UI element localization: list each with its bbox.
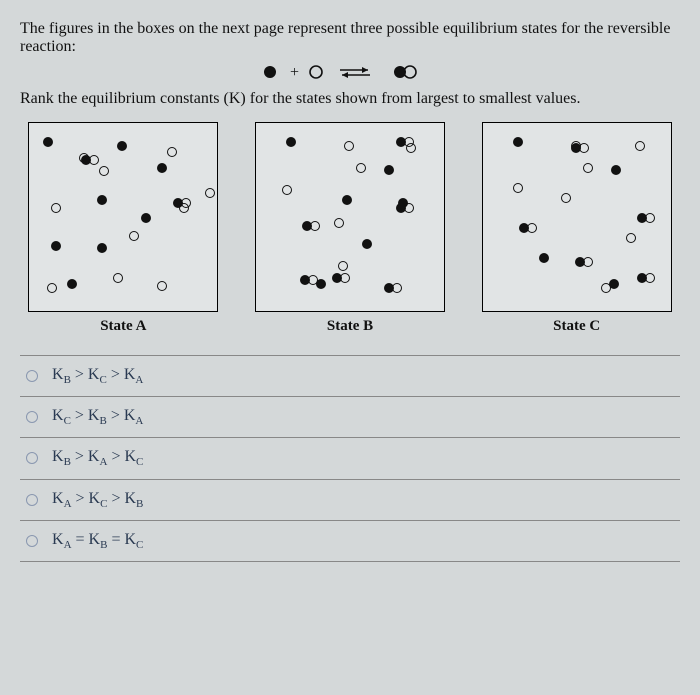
radio-icon bbox=[26, 452, 38, 464]
solid-particle bbox=[43, 137, 53, 147]
state-label-a: State A bbox=[100, 318, 146, 335]
radio-icon bbox=[26, 494, 38, 506]
option-label: KC > KB > KA bbox=[52, 407, 143, 427]
open-particle bbox=[344, 141, 354, 151]
open-particle bbox=[99, 166, 109, 176]
pair-particle bbox=[637, 273, 653, 283]
open-particle bbox=[282, 185, 292, 195]
open-particle bbox=[334, 218, 344, 228]
solid-particle bbox=[117, 141, 127, 151]
pair-particle bbox=[300, 275, 316, 285]
states-row: State A State B State C bbox=[20, 122, 680, 335]
solid-particle bbox=[67, 279, 77, 289]
open-particle bbox=[157, 281, 167, 291]
solid-particle bbox=[286, 137, 296, 147]
solid-particle bbox=[157, 163, 167, 173]
option-row[interactable]: KA = KB = KC bbox=[20, 521, 680, 562]
open-particle bbox=[167, 147, 177, 157]
radio-icon bbox=[26, 370, 38, 382]
state-label-c: State C bbox=[553, 318, 600, 335]
option-label: KA > KC > KB bbox=[52, 490, 143, 510]
open-particle bbox=[47, 283, 57, 293]
open-particle bbox=[601, 283, 611, 293]
pair-particle bbox=[173, 198, 189, 208]
intro-text: The figures in the boxes on the next pag… bbox=[20, 20, 680, 56]
state-box-c bbox=[482, 122, 672, 312]
pair-particle bbox=[396, 137, 412, 147]
option-label: KB > KC > KA bbox=[52, 366, 143, 386]
state-box-b bbox=[255, 122, 445, 312]
pair-particle bbox=[332, 273, 348, 283]
solid-particle bbox=[342, 195, 352, 205]
open-particle bbox=[583, 163, 593, 173]
option-label: KA = KB = KC bbox=[52, 531, 143, 551]
option-row[interactable]: KB > KA > KC bbox=[20, 438, 680, 479]
rank-instruction: Rank the equilibrium constants (K) for t… bbox=[20, 90, 680, 108]
open-particle bbox=[338, 261, 348, 271]
pair-particle bbox=[519, 223, 535, 233]
pair-particle bbox=[571, 143, 587, 153]
option-row[interactable]: KB > KC > KA bbox=[20, 355, 680, 397]
pair-particle bbox=[637, 213, 653, 223]
solid-particle bbox=[384, 165, 394, 175]
open-particle bbox=[635, 141, 645, 151]
option-label: KB > KA > KC bbox=[52, 448, 143, 468]
pair-particle bbox=[384, 283, 400, 293]
solid-particle bbox=[97, 195, 107, 205]
open-particle bbox=[129, 231, 139, 241]
pair-particle bbox=[81, 155, 97, 165]
reaction-equation: + bbox=[20, 62, 680, 82]
open-particle bbox=[205, 188, 215, 198]
open-particle bbox=[513, 183, 523, 193]
open-particle bbox=[626, 233, 636, 243]
solid-particle bbox=[611, 165, 621, 175]
open-particle bbox=[113, 273, 123, 283]
pair-particle bbox=[575, 257, 591, 267]
pair-particle bbox=[302, 221, 318, 231]
radio-icon bbox=[26, 535, 38, 547]
open-particle bbox=[561, 193, 571, 203]
plus-symbol: + bbox=[290, 64, 299, 81]
options-list: KB > KC > KA KC > KB > KA KB > KA > KC K… bbox=[20, 355, 680, 562]
option-row[interactable]: KA > KC > KB bbox=[20, 480, 680, 521]
state-label-b: State B bbox=[327, 318, 373, 335]
solid-particle bbox=[51, 241, 61, 251]
solid-particle bbox=[141, 213, 151, 223]
solid-particle bbox=[513, 137, 523, 147]
option-row[interactable]: KC > KB > KA bbox=[20, 397, 680, 438]
solid-particle bbox=[539, 253, 549, 263]
solid-particle bbox=[362, 239, 372, 249]
open-particle bbox=[356, 163, 366, 173]
state-box-a bbox=[28, 122, 218, 312]
solid-particle bbox=[97, 243, 107, 253]
pair-particle bbox=[396, 203, 412, 213]
radio-icon bbox=[26, 411, 38, 423]
open-particle bbox=[51, 203, 61, 213]
